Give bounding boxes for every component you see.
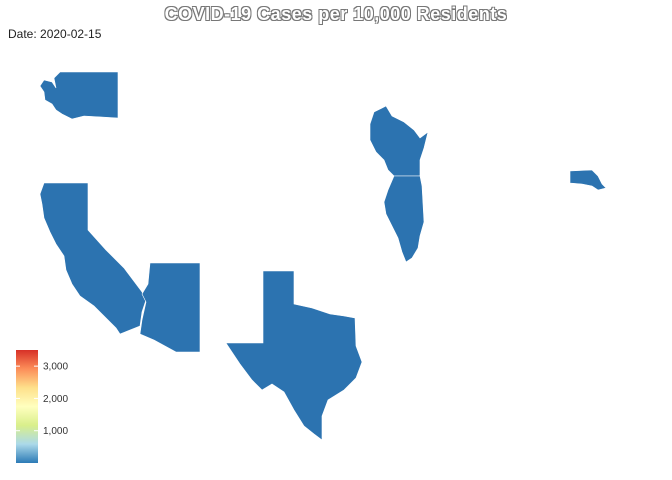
state-arizona[interactable]	[139, 262, 201, 353]
state-texas[interactable]	[225, 270, 363, 441]
state-washington[interactable]	[39, 71, 119, 120]
map-title: COVID-19 Cases per 10,000 Residents	[164, 4, 508, 24]
state-california[interactable]	[39, 182, 147, 335]
legend-tick-label: 2,000	[43, 394, 68, 405]
legend-ticks: 1,000 2,000 3,000	[16, 362, 68, 437]
legend-tick-label: 3,000	[43, 362, 68, 373]
legend-tick-label: 1,000	[43, 426, 68, 437]
state-massachusetts[interactable]	[569, 169, 607, 191]
date-label: Date: 2020-02-15	[8, 27, 102, 41]
state-illinois[interactable]	[383, 175, 425, 263]
legend-color-bar	[16, 350, 38, 463]
state-wisconsin[interactable]	[369, 105, 429, 177]
